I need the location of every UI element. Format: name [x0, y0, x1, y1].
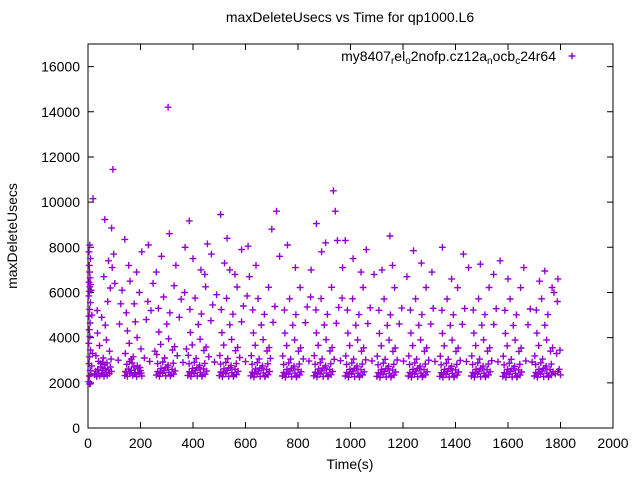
y-tick-label: 0 [72, 420, 80, 436]
legend-label-subscript: n [487, 56, 493, 67]
x-tick-label: 1600 [492, 435, 523, 451]
legend-label-segment: 2nofp.cz12a [411, 48, 487, 64]
legend-label-segment: 24r64 [520, 48, 556, 64]
data-layer [85, 103, 564, 388]
y-tick-label: 2000 [49, 375, 80, 391]
legend-label-subscript: o [405, 56, 411, 67]
x-tick-label: 1200 [387, 435, 418, 451]
x-tick-label: 1400 [440, 435, 471, 451]
y-axis-label: maxDeleteUsecs [4, 183, 20, 289]
y-tick-label: 8000 [49, 239, 80, 255]
legend-label: my8407relo2nofp.cz12anocbc24r64 [341, 48, 556, 67]
legend-label-subscript: r [391, 56, 395, 67]
tick-marks [87, 44, 614, 429]
axis-ticks [87, 44, 614, 429]
x-axis-label: Time(s) [327, 456, 374, 472]
legend-label-segment: el [394, 48, 405, 64]
legend-marker-plus-icon [568, 52, 576, 60]
legend-label-segment: my8407 [341, 48, 391, 64]
x-tick-label: 1800 [545, 435, 576, 451]
y-tick-label: 16000 [41, 59, 80, 75]
x-tick-labels: 0 200 400 600 800 1000 1200 1400 1600 1800 2000 [84, 435, 629, 451]
x-tick-label: 1000 [335, 435, 366, 451]
y-tick-label: 12000 [41, 149, 80, 165]
x-tick-label: 200 [129, 435, 153, 451]
chart-title: maxDeleteUsecs vs Time for qp1000.L6 [226, 9, 474, 25]
y-tick-label: 14000 [41, 104, 80, 120]
x-tick-label: 400 [181, 435, 205, 451]
legend-label-segment: ocb [493, 48, 516, 64]
x-tick-label: 0 [84, 435, 92, 451]
legend: my8407relo2nofp.cz12anocbc24r64 [341, 48, 576, 67]
legend-label-subscript: c [515, 56, 520, 67]
data-points [85, 103, 564, 388]
y-tick-labels: 0 2000 4000 6000 8000 10000 12000 14000 16000 [41, 59, 80, 436]
x-tick-label: 600 [234, 435, 258, 451]
y-tick-label: 4000 [49, 330, 80, 346]
y-tick-label: 6000 [49, 284, 80, 300]
x-tick-label: 2000 [597, 435, 628, 451]
y-tick-label: 10000 [41, 194, 80, 210]
x-tick-label: 800 [286, 435, 310, 451]
